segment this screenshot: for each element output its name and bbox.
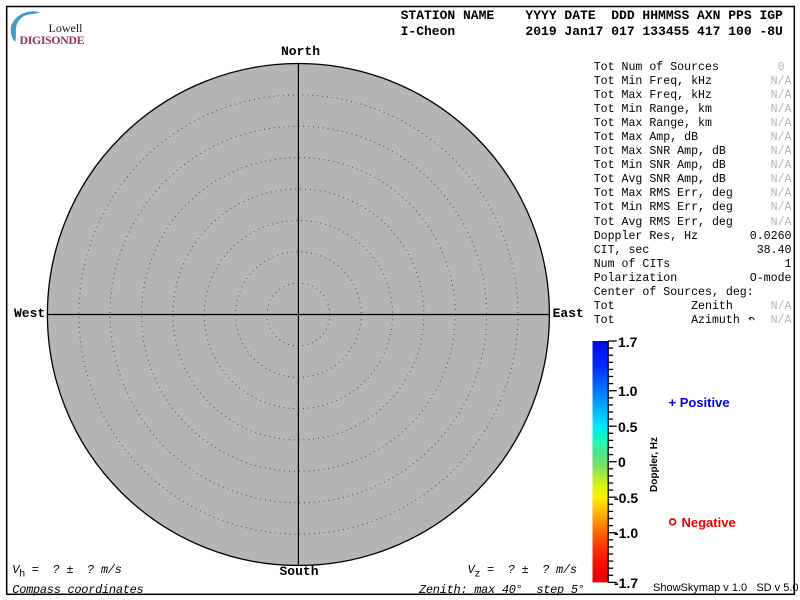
svg-text:Doppler, Hz: Doppler, Hz xyxy=(649,437,660,492)
